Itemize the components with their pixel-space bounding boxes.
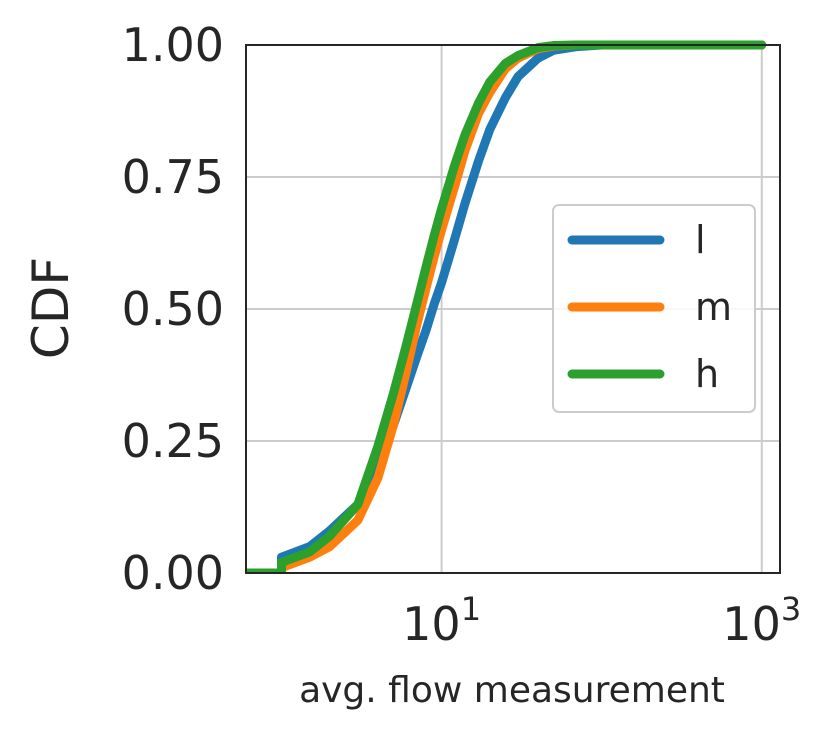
legend-label-l: l <box>695 218 706 262</box>
legend-label-m: m <box>695 285 732 329</box>
x-tick-label: 103 <box>722 590 801 651</box>
y-tick-label: 0.75 <box>122 150 224 204</box>
y-tick-label: 1.00 <box>122 18 224 72</box>
legend: lmh <box>552 204 756 413</box>
x-tick-label: 101 <box>402 590 481 651</box>
y-tick-label: 0.50 <box>122 282 224 336</box>
x-axis-ticks: 101 103 <box>402 590 801 651</box>
x-tick-exponent: 3 <box>781 590 801 628</box>
y-axis-ticks: 0.00 0.25 0.50 0.75 1.00 <box>122 18 224 600</box>
y-tick-label: 0.00 <box>122 546 224 600</box>
y-axis-label: CDF <box>22 257 80 359</box>
legend-label-h: h <box>695 352 719 396</box>
x-tick-base: 10 <box>722 597 781 651</box>
x-tick-exponent: 1 <box>461 590 481 628</box>
y-tick-label: 0.25 <box>122 414 224 468</box>
x-tick-base: 10 <box>402 597 461 651</box>
plot-frame <box>245 44 781 574</box>
x-axis-label: avg. flow measurement <box>299 670 725 711</box>
